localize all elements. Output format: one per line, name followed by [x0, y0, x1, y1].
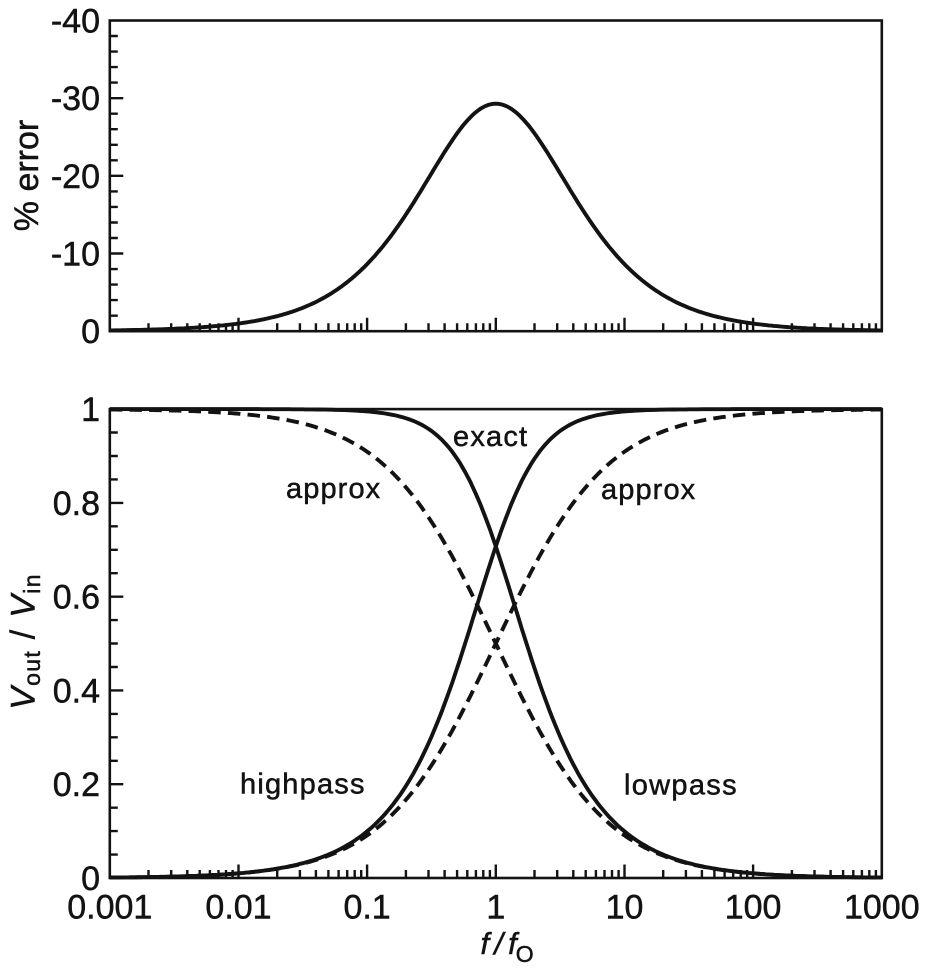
svg-text:f/f: f/f — [481, 926, 522, 961]
svg-text:1000: 1000 — [844, 888, 920, 926]
svg-text:0.1: 0.1 — [343, 888, 390, 926]
svg-text:% error: % error — [8, 120, 46, 231]
svg-text:0.2: 0.2 — [53, 766, 100, 804]
svg-text:O: O — [516, 941, 534, 967]
svg-text:0.001: 0.001 — [67, 888, 152, 926]
svg-text:0: 0 — [81, 313, 100, 351]
svg-text:1: 1 — [81, 391, 100, 429]
svg-text:-30: -30 — [51, 80, 100, 118]
svg-text:0.8: 0.8 — [53, 485, 100, 523]
svg-text:Vout / Vin: Vout / Vin — [5, 573, 46, 710]
svg-text:highpass: highpass — [240, 769, 366, 801]
svg-text:10: 10 — [606, 888, 644, 926]
svg-text:0.4: 0.4 — [53, 672, 100, 710]
svg-text:0.01: 0.01 — [205, 888, 271, 926]
svg-text:0: 0 — [81, 860, 100, 898]
svg-text:approx: approx — [286, 473, 381, 505]
svg-text:lowpass: lowpass — [624, 770, 738, 802]
svg-text:-20: -20 — [51, 158, 100, 196]
svg-text:0.6: 0.6 — [53, 579, 100, 617]
svg-text:100: 100 — [725, 888, 782, 926]
svg-text:exact: exact — [453, 421, 528, 453]
svg-text:-10: -10 — [51, 236, 100, 274]
svg-text:approx: approx — [601, 474, 696, 506]
svg-text:-40: -40 — [51, 3, 100, 41]
svg-text:1: 1 — [486, 888, 505, 926]
